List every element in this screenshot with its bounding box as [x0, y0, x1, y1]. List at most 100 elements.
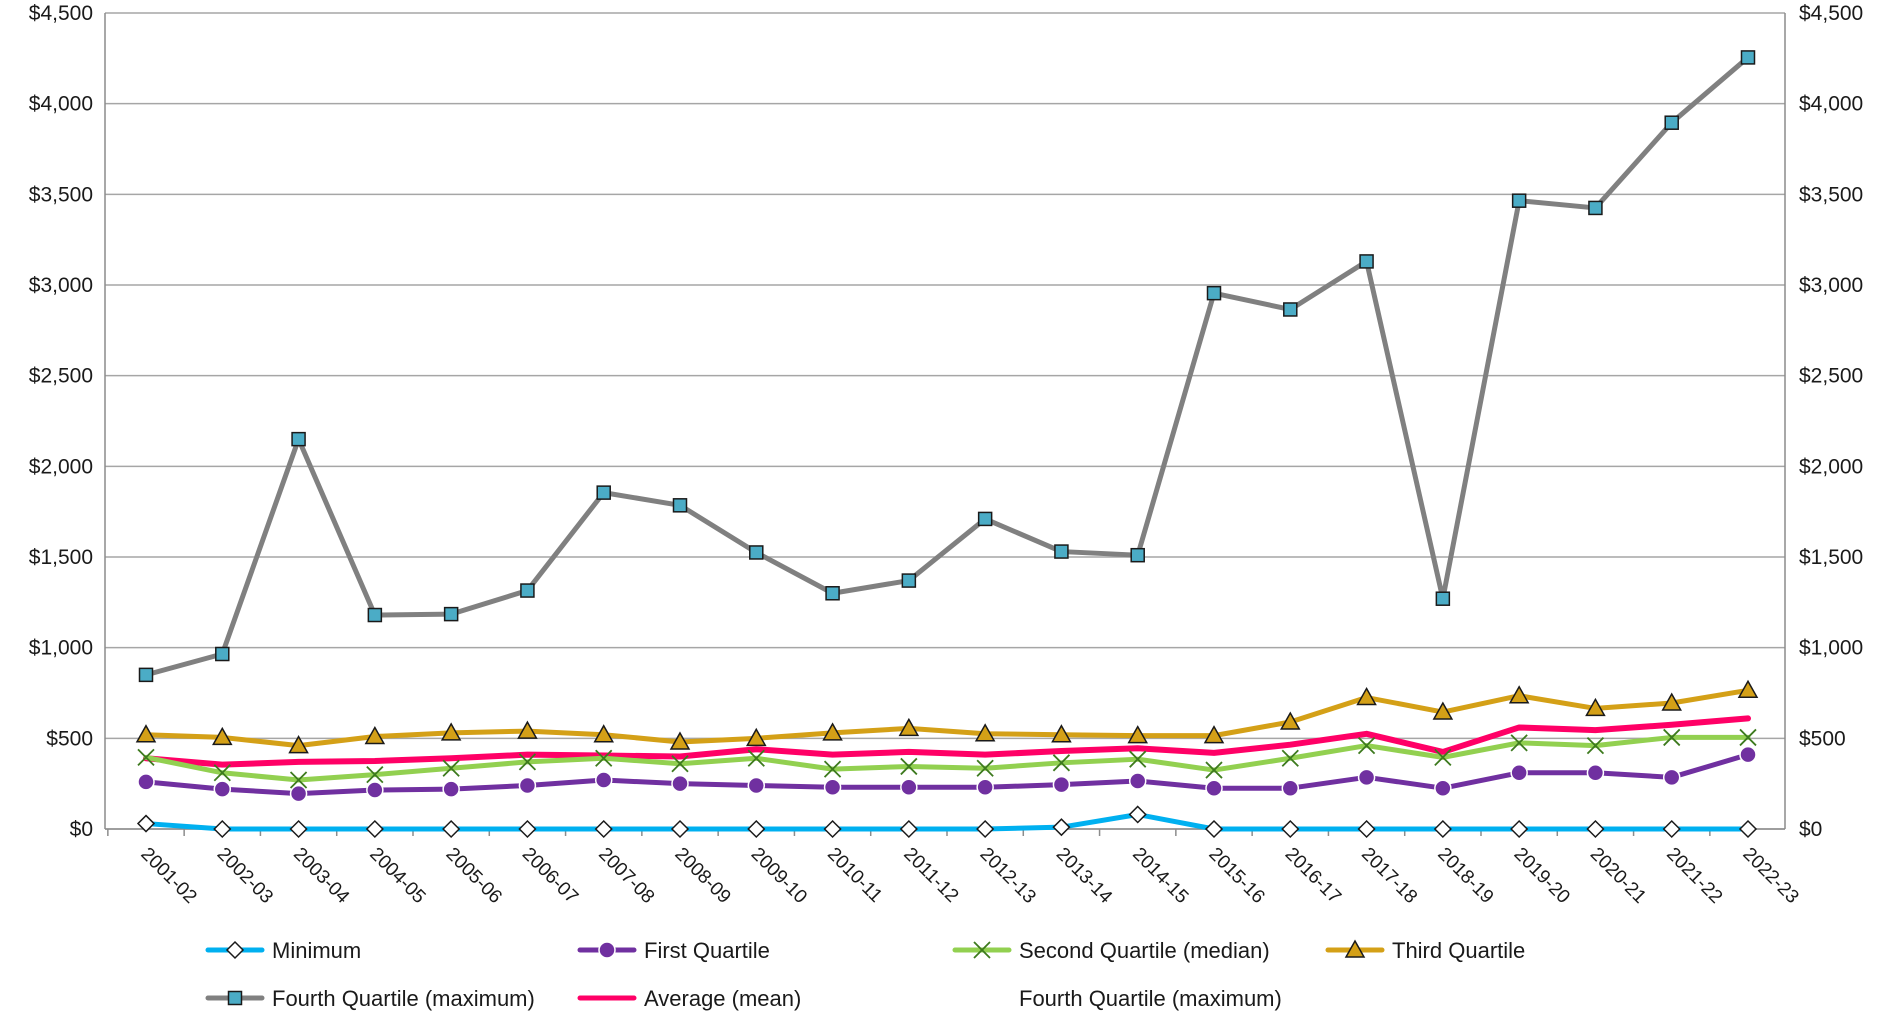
x-tick-label: 2018-19	[1433, 844, 1497, 908]
square-marker	[901, 573, 917, 588]
circle-marker	[594, 771, 613, 789]
y-tick-label-left: $1,500	[29, 546, 93, 569]
triangle-marker	[1280, 711, 1301, 730]
legend-item: Second Quartile (median)	[952, 938, 1270, 963]
square-marker	[443, 606, 459, 622]
x-tick-label: 2009-10	[747, 844, 811, 908]
triangle-marker	[1051, 724, 1072, 743]
square-marker	[1435, 591, 1451, 606]
y-tick-label-left: $1,000	[29, 637, 93, 660]
triangle-marker	[1661, 692, 1682, 711]
legend-item: Fourth Quartile (maximum)	[1019, 986, 1282, 1011]
x-tick-label: 2004-05	[365, 844, 429, 908]
x-tick-label: 2010-11	[823, 844, 886, 907]
diamond-marker	[1738, 819, 1758, 839]
circle-marker	[747, 776, 766, 795]
x-tick-label: 2021-22	[1662, 844, 1726, 908]
legend-item: Average (mean)	[577, 986, 801, 1011]
circle-marker	[598, 941, 616, 959]
square-marker	[1359, 254, 1374, 269]
triangle-marker	[1356, 687, 1377, 706]
triangle-marker	[440, 722, 462, 741]
diamond-marker	[213, 819, 232, 839]
legend-label: Third Quartile	[1392, 938, 1525, 963]
circle-marker	[1281, 779, 1300, 797]
legend-label: Fourth Quartile (maximum)	[272, 986, 535, 1011]
circle-marker	[1357, 768, 1376, 787]
y-tick-label-left: $4,500	[29, 2, 93, 25]
x-marker	[518, 753, 537, 771]
legend-label: First Quartile	[644, 938, 770, 963]
y-tick-label-right: $4,000	[1799, 93, 1863, 116]
square-marker	[1740, 50, 1756, 65]
circle-marker	[1739, 745, 1757, 764]
x-tick-label: 2013-14	[1052, 844, 1116, 908]
diamond-marker	[1662, 819, 1681, 839]
x-marker	[747, 749, 765, 767]
triangle-marker	[822, 722, 843, 741]
circle-marker	[1052, 775, 1071, 794]
triangle-marker	[364, 725, 386, 745]
square-marker	[1054, 544, 1069, 559]
y-tick-label-left: $3,500	[29, 183, 93, 206]
x-marker	[213, 764, 231, 782]
series-average-mean	[143, 715, 1751, 768]
triangle-marker	[669, 731, 691, 750]
x-marker	[900, 757, 918, 776]
square-marker	[1283, 302, 1298, 317]
triangle-marker	[1203, 725, 1225, 744]
legend-label: Minimum	[272, 938, 361, 963]
triangle-marker	[746, 727, 767, 747]
triangle-marker	[517, 720, 538, 739]
series-fourth-quartile-maximum	[138, 50, 1756, 683]
diamond-marker	[1510, 819, 1529, 839]
circle-marker	[442, 780, 460, 798]
circle-marker	[213, 780, 232, 798]
series-second-quartile-median	[137, 728, 1757, 789]
gridlines	[105, 12, 1785, 830]
square-marker	[520, 583, 535, 598]
triangle-marker	[1432, 701, 1454, 720]
x-marker	[366, 765, 384, 784]
x-tick-label: 2002-03	[213, 844, 277, 908]
square-marker	[138, 667, 154, 683]
circle-marker	[976, 778, 994, 797]
x-tick-label: 2003-04	[289, 844, 353, 908]
triangle-marker	[288, 735, 309, 754]
x-marker	[1510, 734, 1528, 752]
diamond-marker	[1204, 819, 1224, 839]
x-marker	[442, 759, 460, 777]
diamond-marker	[365, 819, 384, 839]
square-marker	[977, 511, 993, 527]
diamond-marker	[1281, 819, 1300, 839]
square-marker	[672, 498, 688, 513]
legend-item: Fourth Quartile (maximum)	[205, 986, 535, 1011]
diamond-marker	[747, 819, 766, 839]
circle-marker	[1128, 772, 1147, 790]
y-tick-label-left: $4,000	[29, 93, 93, 116]
square-marker	[215, 646, 230, 662]
y-tick-label-right: $0	[1799, 818, 1822, 841]
triangle-marker	[135, 724, 157, 743]
circle-marker	[900, 778, 918, 797]
y-tick-label-right: $3,500	[1799, 183, 1863, 206]
series-third-quartile	[135, 679, 1759, 754]
legend-label: Second Quartile (median)	[1019, 938, 1270, 963]
circle-marker	[289, 784, 308, 803]
legend-item: First Quartile	[577, 938, 770, 963]
x-tick-label: 2008-09	[670, 844, 734, 908]
y-tick-label-right: $2,500	[1799, 365, 1863, 388]
series-first-quartile	[137, 745, 1757, 803]
x-marker	[1739, 728, 1757, 747]
circle-marker	[1510, 764, 1528, 782]
y-tick-label-right: $1,500	[1799, 546, 1863, 569]
y-tick-label-right: $3,000	[1799, 274, 1863, 297]
square-marker	[1130, 547, 1145, 563]
triangle-marker	[212, 726, 233, 746]
triangle-marker	[974, 723, 996, 742]
x-marker	[1434, 748, 1452, 767]
square-marker	[1206, 285, 1222, 301]
y-tick-label-left: $500	[46, 727, 93, 750]
y-tick-label-right: $4,500	[1799, 2, 1863, 25]
